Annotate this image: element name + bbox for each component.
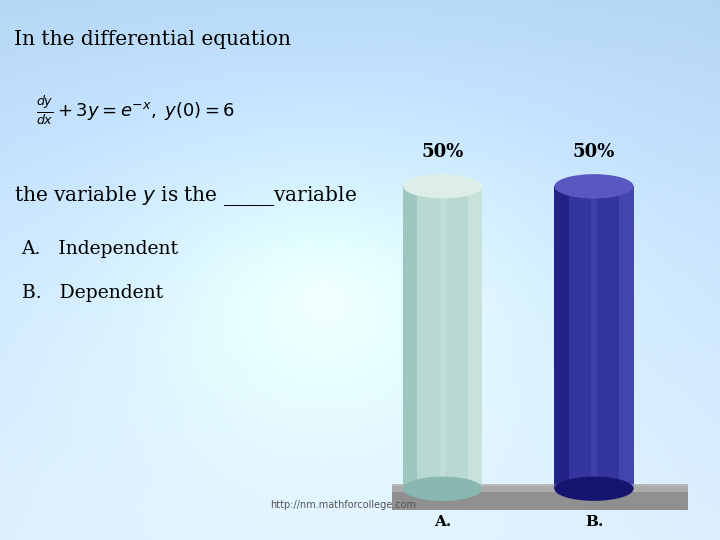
Polygon shape xyxy=(554,186,569,489)
Polygon shape xyxy=(468,186,482,489)
Bar xyxy=(403,186,482,489)
Text: A.: A. xyxy=(434,515,451,529)
Text: 50%: 50% xyxy=(422,143,464,160)
Ellipse shape xyxy=(403,477,482,501)
Polygon shape xyxy=(619,186,634,489)
Text: In the differential equation: In the differential equation xyxy=(14,30,292,49)
Text: http://nm.mathforcollege.com: http://nm.mathforcollege.com xyxy=(270,500,416,510)
Text: A.   Independent: A. Independent xyxy=(22,240,179,258)
Polygon shape xyxy=(591,186,597,489)
Text: B.   Dependent: B. Dependent xyxy=(22,284,163,301)
Ellipse shape xyxy=(403,174,482,199)
Ellipse shape xyxy=(554,174,634,199)
Polygon shape xyxy=(403,186,418,489)
Text: $\frac{dy}{dx}+3y=e^{-x},\;y(0)=6$: $\frac{dy}{dx}+3y=e^{-x},\;y(0)=6$ xyxy=(36,94,235,127)
Polygon shape xyxy=(440,186,446,489)
Text: 50%: 50% xyxy=(573,143,615,160)
Bar xyxy=(554,186,634,489)
Ellipse shape xyxy=(554,477,634,501)
Bar xyxy=(392,486,688,510)
Bar xyxy=(392,484,688,492)
Text: the variable $y$ is the _____variable: the variable $y$ is the _____variable xyxy=(14,184,358,207)
Text: B.: B. xyxy=(585,515,603,529)
